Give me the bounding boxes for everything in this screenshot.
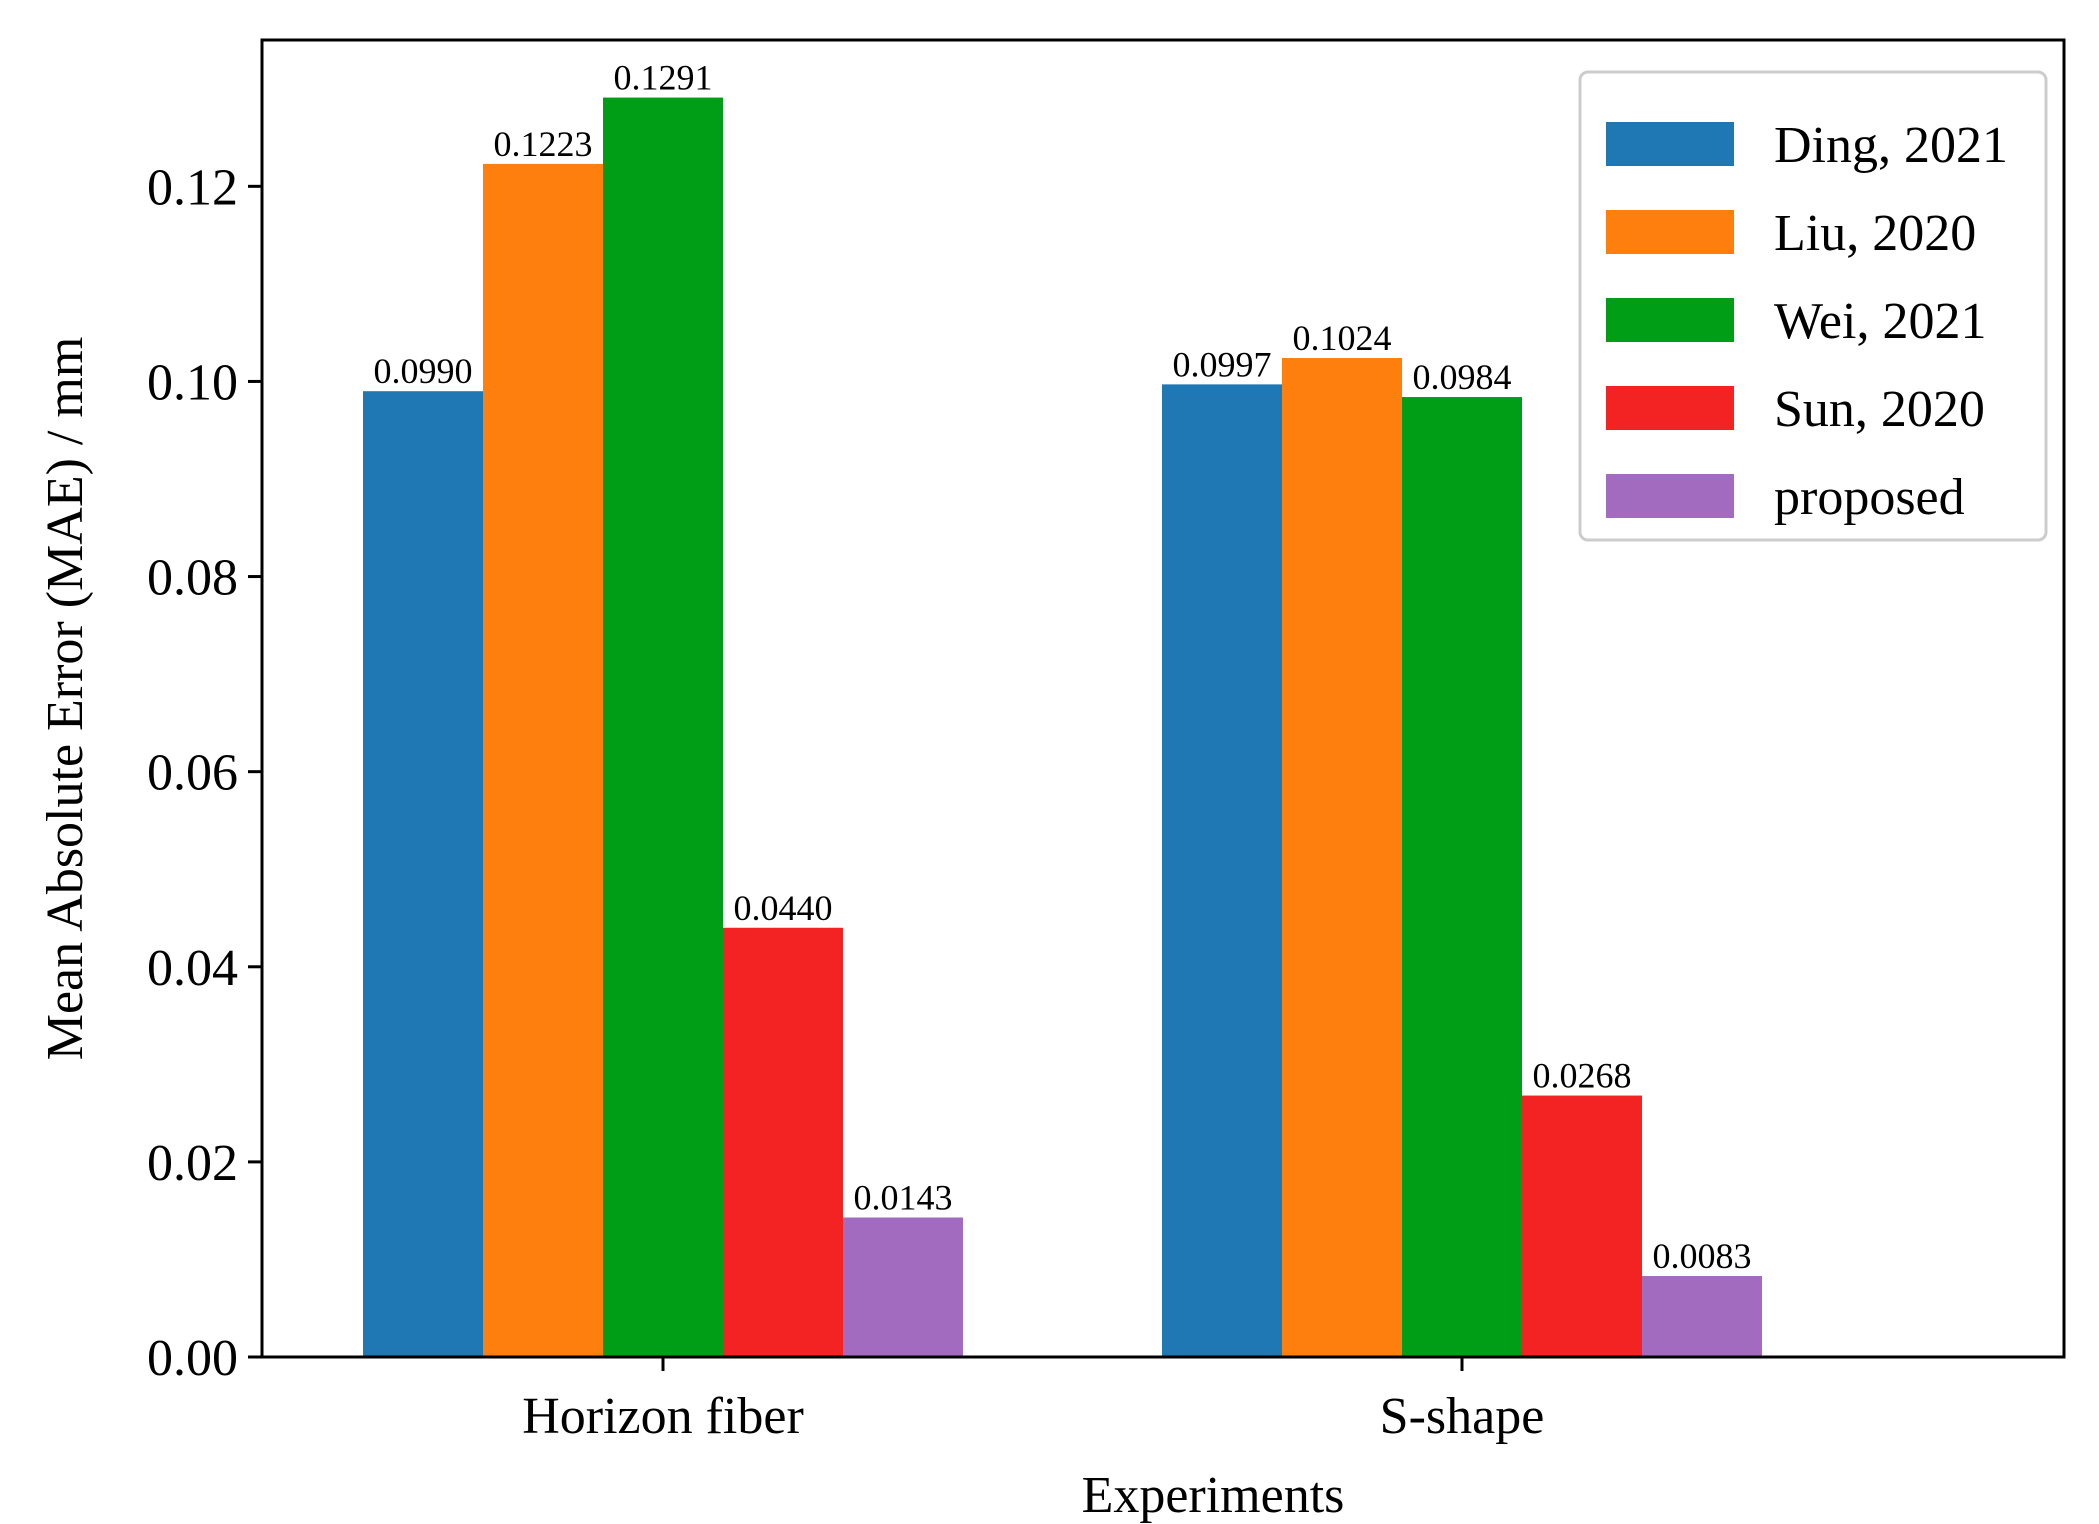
bar-liu-2020-horizon-fiber <box>483 163 603 1358</box>
x-axis-title: Experiments <box>1082 1467 1345 1524</box>
y-axis: 0.00 0.02 0.04 0.06 0.08 0.10 0.12 <box>147 159 262 1387</box>
bar-labels-group: 0.0990 0.1223 0.1291 0.0440 0.0143 0.0997 0.10… <box>374 58 1752 1276</box>
y-tick-label: 0.08 <box>147 550 238 607</box>
y-tick-label: 0.12 <box>147 159 238 216</box>
legend-label: Ding, 2021 <box>1774 117 2008 174</box>
y-tick-label: 0.04 <box>147 940 238 997</box>
y-tick-label: 0.06 <box>147 745 238 802</box>
x-tick-label: Horizon fiber <box>522 1388 804 1445</box>
bar-wei-2021-s-shape <box>1402 397 1522 1357</box>
bar-proposed-s-shape <box>1642 1276 1762 1357</box>
bar-value-label: 0.0268 <box>1533 1056 1632 1096</box>
bar-value-label: 0.0440 <box>734 888 833 928</box>
y-tick-label: 0.00 <box>147 1330 238 1387</box>
bar-ding-2021-horizon-fiber <box>363 391 483 1357</box>
bar-value-label: 0.0990 <box>374 351 473 391</box>
bar-wei-2021-horizon-fiber <box>603 97 723 1358</box>
legend-swatch <box>1606 210 1734 254</box>
bar-value-label: 0.1291 <box>614 58 713 98</box>
y-axis-title: Mean Absolute Error (MAE) / mm <box>37 337 94 1061</box>
bar-sun-2020-horizon-fiber <box>723 927 843 1357</box>
bar-value-label: 0.0143 <box>854 1177 953 1217</box>
bar-value-label: 0.0997 <box>1173 344 1272 384</box>
legend-label: Wei, 2021 <box>1774 293 1986 350</box>
bar-value-label: 0.1024 <box>1293 318 1392 358</box>
legend-label: proposed <box>1774 469 1965 526</box>
legend-label: Sun, 2020 <box>1774 381 1985 438</box>
bar-value-label: 0.1223 <box>494 124 593 164</box>
x-axis: Horizon fiber S-shape <box>522 1357 1544 1445</box>
bar-liu-2020-s-shape <box>1282 358 1402 1357</box>
y-tick-label: 0.10 <box>147 354 238 411</box>
y-tick-label: 0.02 <box>147 1135 238 1192</box>
legend: Ding, 2021 Liu, 2020 Wei, 2021 Sun, 2020 pro… <box>1578 70 2048 542</box>
legend-swatch <box>1606 474 1734 518</box>
legend-label: Liu, 2020 <box>1774 205 1976 262</box>
legend-swatch <box>1606 298 1734 342</box>
bar-proposed-horizon-fiber <box>843 1217 963 1357</box>
bar-sun-2020-s-shape <box>1522 1095 1642 1357</box>
legend-swatch <box>1606 386 1734 430</box>
bar-ding-2021-s-shape <box>1162 384 1282 1358</box>
legend-swatch <box>1606 122 1734 166</box>
bars-group <box>363 97 1762 1358</box>
plot-frame <box>260 38 2066 1359</box>
bar-value-label: 0.0984 <box>1413 357 1512 397</box>
bar-value-label: 0.0083 <box>1653 1236 1752 1276</box>
x-tick-label: S-shape <box>1380 1388 1545 1445</box>
